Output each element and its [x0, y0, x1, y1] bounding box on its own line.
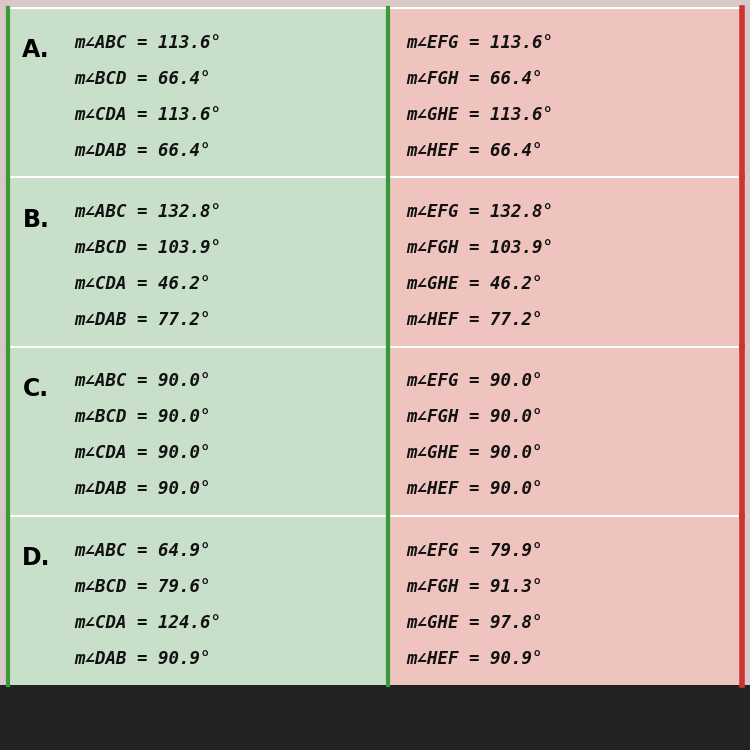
Text: m∠BCD = 90.0°: m∠BCD = 90.0°	[74, 408, 211, 426]
Text: m∠FGH = 66.4°: m∠FGH = 66.4°	[406, 70, 542, 88]
Text: m∠DAB = 90.0°: m∠DAB = 90.0°	[74, 480, 211, 498]
Text: m∠HEF = 77.2°: m∠HEF = 77.2°	[406, 311, 542, 329]
Text: A.: A.	[22, 38, 50, 62]
Bar	[8, 516, 388, 685]
Text: m∠CDA = 113.6°: m∠CDA = 113.6°	[74, 106, 221, 124]
Text: m∠ABC = 90.0°: m∠ABC = 90.0°	[74, 373, 211, 391]
Bar	[388, 177, 742, 346]
Text: m∠BCD = 79.6°: m∠BCD = 79.6°	[74, 578, 211, 596]
Bar	[388, 346, 742, 516]
Bar	[8, 177, 388, 346]
Bar	[8, 346, 388, 516]
Text: m∠CDA = 124.6°: m∠CDA = 124.6°	[74, 614, 221, 632]
Bar	[0, 685, 750, 750]
Text: m∠DAB = 77.2°: m∠DAB = 77.2°	[74, 311, 211, 329]
Bar	[8, 8, 388, 177]
Text: m∠CDA = 46.2°: m∠CDA = 46.2°	[74, 275, 211, 293]
Text: C.: C.	[23, 377, 49, 401]
Text: m∠GHE = 97.8°: m∠GHE = 97.8°	[406, 614, 542, 632]
Text: m∠FGH = 91.3°: m∠FGH = 91.3°	[406, 578, 542, 596]
Text: D.: D.	[22, 546, 50, 570]
Text: m∠DAB = 90.9°: m∠DAB = 90.9°	[74, 650, 211, 668]
Text: m∠ABC = 64.9°: m∠ABC = 64.9°	[74, 542, 211, 560]
Text: B.: B.	[22, 208, 50, 232]
Text: m∠BCD = 66.4°: m∠BCD = 66.4°	[74, 70, 211, 88]
Text: m∠DAB = 66.4°: m∠DAB = 66.4°	[74, 142, 211, 160]
Bar	[388, 516, 742, 685]
Text: m∠FGH = 90.0°: m∠FGH = 90.0°	[406, 408, 542, 426]
Text: m∠GHE = 113.6°: m∠GHE = 113.6°	[406, 106, 553, 124]
Text: m∠GHE = 46.2°: m∠GHE = 46.2°	[406, 275, 542, 293]
Text: m∠HEF = 90.0°: m∠HEF = 90.0°	[406, 480, 542, 498]
Text: m∠EFG = 79.9°: m∠EFG = 79.9°	[406, 542, 542, 560]
Text: m∠GHE = 90.0°: m∠GHE = 90.0°	[406, 444, 542, 462]
Text: m∠EFG = 90.0°: m∠EFG = 90.0°	[406, 373, 542, 391]
Text: m∠BCD = 103.9°: m∠BCD = 103.9°	[74, 239, 221, 257]
Text: m∠ABC = 132.8°: m∠ABC = 132.8°	[74, 203, 221, 221]
Text: m∠EFG = 132.8°: m∠EFG = 132.8°	[406, 203, 553, 221]
Text: m∠HEF = 66.4°: m∠HEF = 66.4°	[406, 142, 542, 160]
Text: m∠CDA = 90.0°: m∠CDA = 90.0°	[74, 444, 211, 462]
Text: m∠FGH = 103.9°: m∠FGH = 103.9°	[406, 239, 553, 257]
Text: m∠HEF = 90.9°: m∠HEF = 90.9°	[406, 650, 542, 668]
Text: m∠EFG = 113.6°: m∠EFG = 113.6°	[406, 34, 553, 52]
Text: m∠ABC = 113.6°: m∠ABC = 113.6°	[74, 34, 221, 52]
Bar	[388, 8, 742, 177]
